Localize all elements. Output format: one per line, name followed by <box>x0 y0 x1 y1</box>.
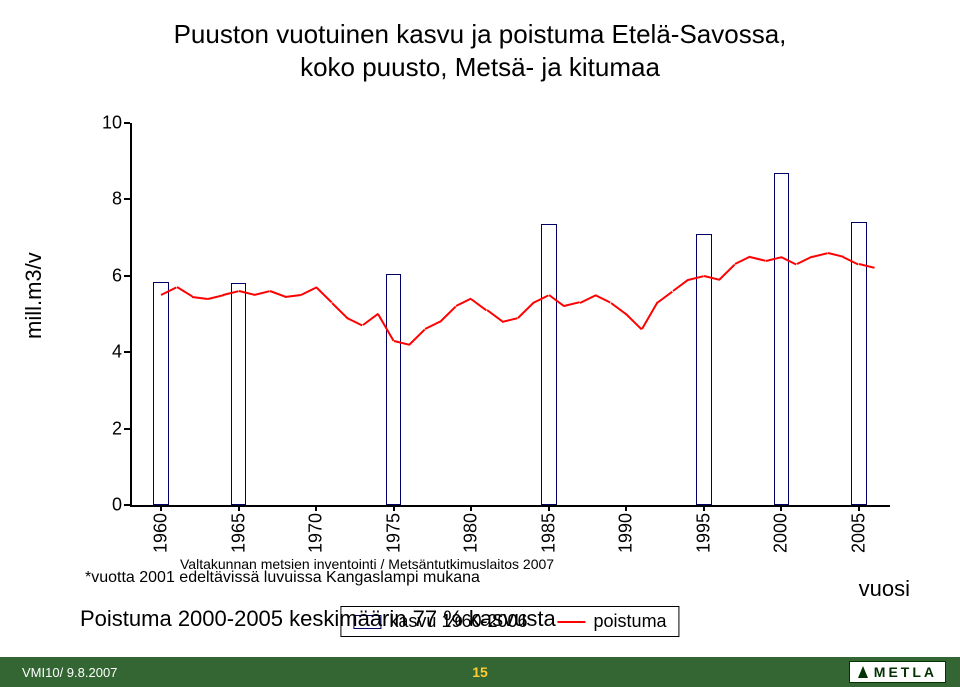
y-axis-line <box>130 123 132 505</box>
x-tick-mark <box>160 505 162 511</box>
bar <box>153 282 169 505</box>
tree-icon <box>858 666 868 678</box>
line-segment <box>254 290 270 296</box>
x-tick-mark <box>625 505 627 511</box>
y-tick-mark <box>124 428 130 430</box>
line-segment <box>750 256 766 262</box>
x-tick-mark <box>470 505 472 511</box>
x-tick-mark <box>780 505 782 511</box>
line-segment <box>517 302 534 319</box>
line-segment <box>300 286 316 295</box>
line-segment <box>269 290 285 298</box>
y-axis-title: mill.m3/v <box>21 252 47 339</box>
line-segment <box>812 252 828 258</box>
x-tick-label: 1995 <box>693 513 714 553</box>
line-segment <box>610 302 627 315</box>
line-segment <box>192 296 208 300</box>
line-segment <box>176 286 193 297</box>
x-tick-label: 1960 <box>151 513 172 553</box>
x-tick-mark <box>315 505 317 511</box>
plot: 0246810196019651970197519801985199019952… <box>130 123 890 507</box>
x-tick-label: 2005 <box>848 513 869 553</box>
line-segment <box>657 290 674 303</box>
footer-bar: VMI10/ 9.8.2007 15 METLA <box>0 657 960 687</box>
slide: Puuston vuotuinen kasvu ja poistuma Etel… <box>0 0 960 687</box>
bar <box>386 274 402 505</box>
line-segment <box>626 313 643 330</box>
line-segment <box>641 302 658 330</box>
line-segment <box>207 294 223 300</box>
line-segment <box>502 317 518 323</box>
chart-title: Puuston vuotuinen kasvu ja poistuma Etel… <box>0 18 960 83</box>
y-tick-mark <box>124 504 130 506</box>
title-line-1: Puuston vuotuinen kasvu ja poistuma Etel… <box>0 18 960 51</box>
chart-area: mill.m3/v 024681019601965197019751980198… <box>40 113 920 677</box>
line-segment <box>331 302 348 319</box>
x-tick-label: 1970 <box>306 513 327 553</box>
footer-logo-text: METLA <box>874 664 937 680</box>
x-tick-label: 1975 <box>383 513 404 553</box>
line-segment <box>362 313 379 326</box>
legend-swatch-line <box>558 621 586 623</box>
line-segment <box>734 256 750 265</box>
y-tick-mark <box>124 351 130 353</box>
line-segment <box>347 317 363 326</box>
line-segment <box>564 302 580 308</box>
line-segment <box>315 287 332 304</box>
y-tick-mark <box>124 275 130 277</box>
y-tick-mark <box>124 198 130 200</box>
x-tick-mark <box>703 505 705 511</box>
line-segment <box>285 294 301 298</box>
footer-logo: METLA <box>849 661 946 683</box>
title-line-2: koko puusto, Metsä- ja kitumaa <box>0 51 960 84</box>
summary-text: Poistuma 2000-2005 keskimäärin 77 % kasv… <box>80 606 556 632</box>
x-tick-label: 1965 <box>228 513 249 553</box>
line-segment <box>719 264 736 281</box>
line-segment <box>672 279 689 292</box>
legend-label-line: poistuma <box>594 611 667 632</box>
bar <box>774 173 790 505</box>
x-tick-mark <box>393 505 395 511</box>
y-tick-mark <box>124 122 130 124</box>
x-tick-mark <box>238 505 240 511</box>
bar <box>231 283 247 505</box>
line-segment <box>440 306 457 323</box>
footnote-text: *vuotta 2001 edeltävissä luvuissa Kangas… <box>85 569 480 587</box>
line-segment <box>408 329 425 346</box>
x-tick-label: 2000 <box>771 513 792 553</box>
legend-item-line: poistuma <box>558 611 667 632</box>
line-segment <box>424 321 440 330</box>
footer-page-number: 15 <box>472 664 488 680</box>
x-tick-label: 1985 <box>538 513 559 553</box>
line-segment <box>471 298 488 311</box>
x-tick-mark <box>858 505 860 511</box>
line-segment <box>579 294 595 303</box>
line-segment <box>595 294 611 303</box>
x-tick-mark <box>548 505 550 511</box>
x-axis-label: vuosi <box>859 576 910 602</box>
line-segment <box>486 309 503 322</box>
x-tick-label: 1980 <box>461 513 482 553</box>
x-tick-label: 1990 <box>616 513 637 553</box>
footer-left: VMI10/ 9.8.2007 <box>0 665 117 680</box>
line-segment <box>796 256 812 265</box>
line-segment <box>828 252 844 258</box>
bar <box>541 224 557 505</box>
plot-wrap: 0246810196019651970197519801985199019952… <box>130 123 890 507</box>
